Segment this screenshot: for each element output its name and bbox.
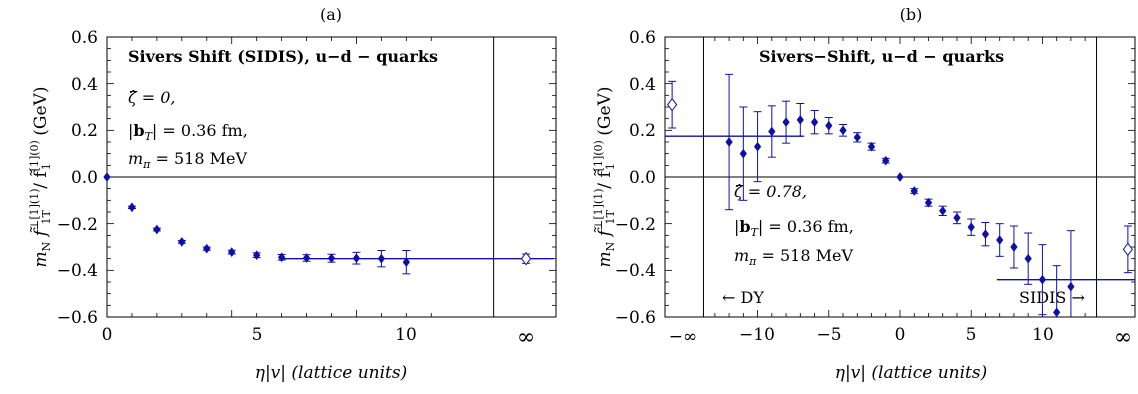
panel-a-label: (a): [320, 5, 342, 24]
panel-a-annotation-zeta: ζ̂ = 0,: [128, 88, 176, 107]
data-point: [853, 132, 861, 143]
y-tick-label: −0.2: [615, 215, 656, 235]
x-tick-label: ∞: [1114, 325, 1132, 350]
panel-a-ticks: [106, 36, 556, 318]
data-point: [1053, 307, 1061, 318]
data-point: [1010, 242, 1018, 252]
panel-a: (a) 0.6 0.4 0.2 0.0 −0.2 −0.4 −0.6 0 5 1…: [28, 5, 557, 383]
panel-b-x-tick-labels: −∞ −10 −5 0 5 10 ∞: [669, 325, 1132, 350]
data-point: [153, 224, 161, 235]
x-tick-label: −5: [816, 325, 841, 345]
panel-a-x-tick-labels: 0 5 10 ∞: [102, 325, 536, 350]
data-point: [810, 117, 819, 127]
data-point: [253, 250, 261, 260]
data-point: [981, 229, 990, 240]
data-point: [277, 252, 286, 263]
x-tick-label: 10: [1032, 325, 1054, 345]
data-point: [302, 253, 311, 263]
y-tick-label: 0.0: [629, 168, 656, 188]
panel-a-annotation-bt: |bT| = 0.36 fm,: [128, 121, 248, 143]
panel-a-ylabel: mN f̃⊥[1](1)1T / f̃[1](0)1 (GeV): [28, 87, 53, 268]
panel-b-annotation-zeta: ζ̂ = 0.78,: [734, 182, 807, 201]
data-point: [352, 253, 361, 264]
x-tick-label: −∞: [669, 327, 697, 347]
data-point: [782, 117, 790, 127]
y-tick-label: 0.4: [71, 75, 98, 95]
y-tick-label: 0.2: [629, 121, 656, 141]
panel-b-annotation-dy: ← DY: [722, 288, 764, 307]
data-point: [953, 212, 961, 223]
panel-b-marks: [665, 37, 1135, 318]
y-tick-label: −0.6: [615, 308, 656, 328]
data-point: [753, 141, 762, 152]
panel-b-label: (b): [900, 5, 923, 24]
y-tick-label: −0.6: [57, 308, 98, 328]
x-tick-label: 10: [395, 325, 417, 345]
panel-b-annotation-sidis: SIDIS →: [1019, 288, 1085, 307]
y-tick-label: −0.4: [57, 261, 98, 281]
data-point: [910, 186, 918, 196]
data-point: [739, 148, 747, 159]
y-tick-label: 0.4: [629, 75, 656, 95]
panel-b: (b) 0.6 0.4 0.2 0.0 −0.2 −0.4 −0.6 −∞ −1…: [592, 5, 1136, 383]
data-point: [402, 257, 410, 267]
data-point: [867, 141, 876, 152]
panel-a-xlabel: η|v| (lattice units): [255, 363, 407, 383]
panel-b-ylabel: mN f̃⊥[1](1)1T / f̃[1](0)1 (GeV): [592, 87, 617, 268]
data-point: [996, 235, 1004, 245]
data-point: [725, 137, 733, 147]
data-point: [882, 155, 890, 166]
panel-b-ticks: [665, 36, 1135, 318]
data-point: [768, 126, 776, 137]
panel-b-annotation-bt: |bT| = 0.36 fm,: [734, 217, 854, 239]
panel-b-xlabel: η|v| (lattice units): [835, 363, 987, 383]
x-tick-label: 5: [966, 325, 977, 345]
panel-b-title: Sivers−Shift, u−d − quarks: [759, 47, 1004, 66]
panel-b-y-tick-labels: 0.6 0.4 0.2 0.0 −0.2 −0.4 −0.6: [615, 28, 656, 328]
panel-a-y-tick-labels: 0.6 0.4 0.2 0.0 −0.2 −0.4 −0.6: [57, 28, 98, 328]
data-point: [327, 253, 336, 264]
x-tick-label: 0: [102, 325, 113, 345]
data-point: [1038, 274, 1047, 285]
data-point: [939, 205, 947, 216]
open-diamond-point: [1122, 242, 1134, 257]
data-point: [228, 247, 236, 257]
x-tick-label: 5: [252, 325, 263, 345]
data-point: [796, 115, 804, 125]
open-diamond-point: [666, 97, 678, 112]
data-point: [178, 237, 186, 247]
data-point: [839, 125, 847, 136]
y-tick-label: 0.6: [71, 28, 98, 48]
data-point: [1024, 253, 1032, 264]
y-tick-label: −0.4: [615, 261, 656, 281]
data-point: [128, 202, 136, 213]
data-point: [825, 120, 833, 131]
panel-b-annotation-mpi: mπ = 518 MeV: [734, 246, 853, 268]
y-tick-label: 0.0: [71, 168, 98, 188]
data-point: [924, 197, 933, 208]
panel-a-annotation-mpi: mπ = 518 MeV: [128, 149, 247, 171]
data-point: [203, 243, 211, 254]
data-point: [103, 172, 111, 182]
data-point: [967, 222, 975, 233]
y-tick-label: −0.2: [57, 215, 98, 235]
x-tick-label: ∞: [517, 325, 535, 350]
data-point: [377, 253, 386, 264]
x-tick-label: 0: [895, 325, 906, 345]
panel-a-title: Sivers Shift (SIDIS), u−d − quarks: [128, 47, 438, 66]
y-tick-label: 0.2: [71, 121, 98, 141]
x-tick-label: −10: [739, 325, 775, 345]
data-point: [896, 172, 904, 182]
panel-a-marks: [103, 37, 556, 317]
y-tick-label: 0.6: [629, 28, 656, 48]
open-diamond-point: [520, 251, 532, 266]
data-point: [1067, 281, 1075, 292]
